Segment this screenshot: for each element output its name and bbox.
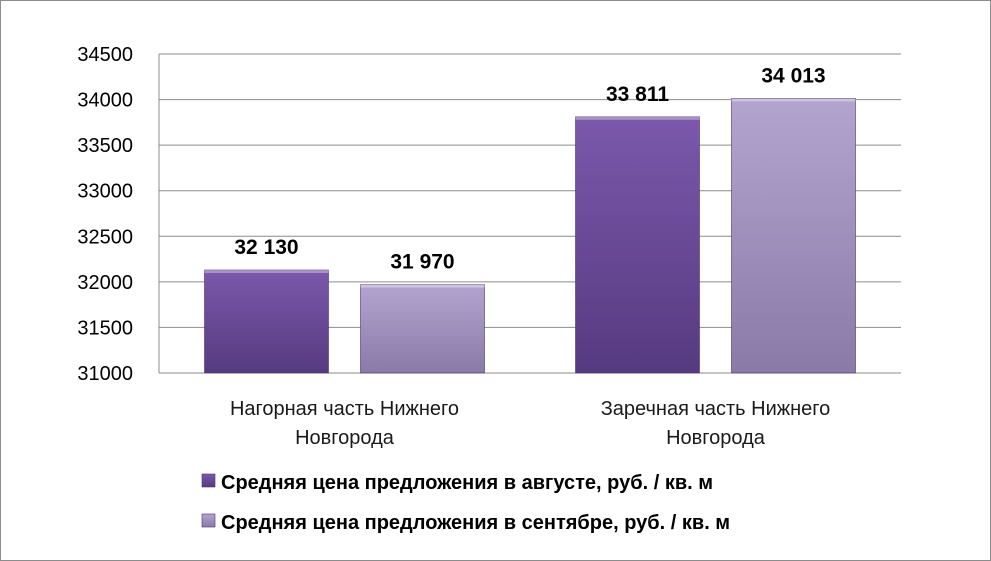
category-label: Нагорная часть Нижнего Новгорода <box>230 398 459 449</box>
x-axis-labels: Нагорная часть Нижнего Новгорода Заречная … <box>230 398 830 449</box>
bar-highlight <box>575 116 700 120</box>
data-labels: 32 130 33 811 31 970 34 013 <box>234 64 825 273</box>
bar-highlight <box>731 98 856 102</box>
y-tick-label: 32000 <box>77 272 133 294</box>
bar-august-1 <box>575 116 700 374</box>
data-label: 34 013 <box>761 64 825 87</box>
bar-highlight <box>204 270 329 274</box>
data-label: 32 130 <box>234 236 298 259</box>
y-axis: 31000 31500 32000 32500 33000 33500 34000 34500 <box>77 44 160 385</box>
y-tick-label: 34000 <box>77 90 133 112</box>
y-tick-label: 31000 <box>77 363 133 385</box>
y-tick-label: 32500 <box>77 226 133 248</box>
data-label: 33 811 <box>606 83 669 106</box>
legend-label: Средняя цена предложения в августе, руб.… <box>221 472 713 494</box>
bar-september-1 <box>731 98 856 374</box>
bar-august-0 <box>204 269 329 374</box>
data-label: 31 970 <box>390 251 454 274</box>
y-tick-label: 33000 <box>77 181 133 203</box>
bars <box>204 98 856 374</box>
category-label: Заречная часть Нижнего Новгорода <box>601 398 831 449</box>
y-tick-label: 31500 <box>77 317 133 339</box>
bar-september-0 <box>360 284 485 374</box>
legend-swatch <box>201 473 216 488</box>
legend-swatch <box>201 513 216 528</box>
y-tick-label: 34500 <box>77 44 133 66</box>
legend-label: Средняя цена предложения в сентябре, руб… <box>221 512 730 534</box>
y-tick-label: 33500 <box>77 135 133 157</box>
bar-highlight <box>360 284 485 288</box>
legend: Средняя цена предложения в августе, руб.… <box>201 472 730 534</box>
